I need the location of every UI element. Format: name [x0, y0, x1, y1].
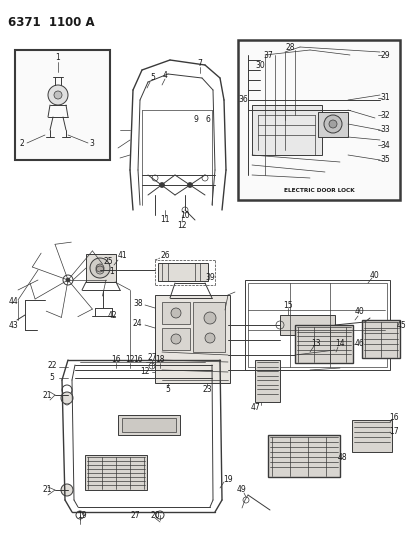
Text: 41: 41	[117, 251, 126, 260]
Text: 47: 47	[250, 403, 260, 413]
Text: 38: 38	[133, 298, 142, 308]
Text: 19: 19	[222, 475, 232, 484]
Text: 18: 18	[155, 356, 164, 365]
Text: 46: 46	[354, 340, 364, 349]
Text: 3: 3	[89, 139, 94, 148]
Text: 26: 26	[160, 251, 169, 260]
Text: 5: 5	[165, 385, 170, 394]
Circle shape	[187, 182, 192, 188]
Text: 24: 24	[132, 319, 142, 327]
Text: 44: 44	[9, 297, 19, 306]
Text: 49: 49	[236, 486, 246, 495]
Text: 23: 23	[202, 385, 211, 394]
Bar	[157, 263, 207, 281]
Bar	[252, 105, 321, 155]
Bar	[118, 415, 180, 435]
Bar	[294, 325, 352, 363]
Bar	[351, 420, 391, 452]
Circle shape	[61, 484, 73, 496]
Text: 16: 16	[133, 356, 142, 365]
Bar	[254, 360, 279, 402]
Text: 30: 30	[254, 61, 264, 70]
Text: 12: 12	[140, 367, 149, 376]
Text: ELECTRIC DOOR LOCK: ELECTRIC DOOR LOCK	[283, 188, 353, 192]
Text: 36: 36	[238, 95, 247, 104]
Text: 28: 28	[285, 44, 294, 52]
Text: 13: 13	[310, 338, 320, 348]
Text: 14: 14	[335, 338, 344, 348]
Bar	[247, 283, 386, 367]
Bar	[86, 254, 116, 282]
Circle shape	[171, 334, 180, 344]
Circle shape	[204, 312, 216, 324]
Text: 9: 9	[193, 116, 198, 125]
Circle shape	[54, 91, 62, 99]
Text: 27: 27	[130, 512, 139, 521]
Text: 43: 43	[9, 320, 19, 329]
Circle shape	[66, 278, 70, 282]
Text: 1: 1	[56, 53, 60, 62]
Text: 17: 17	[388, 427, 398, 437]
Text: 35: 35	[379, 156, 389, 165]
Text: 7: 7	[197, 59, 202, 68]
Text: 15: 15	[283, 301, 292, 310]
Text: 16: 16	[388, 414, 398, 423]
Bar	[237, 40, 399, 200]
Text: 21: 21	[42, 391, 52, 400]
Text: 40: 40	[369, 271, 379, 279]
Text: 40: 40	[354, 308, 364, 317]
Text: 6371  1100 A: 6371 1100 A	[8, 16, 94, 29]
Circle shape	[171, 308, 180, 318]
Text: 45: 45	[396, 321, 406, 330]
Circle shape	[48, 85, 68, 105]
Text: 10: 10	[180, 211, 189, 220]
Text: 1: 1	[109, 268, 114, 277]
Text: 25: 25	[103, 257, 112, 266]
Text: 12: 12	[125, 356, 135, 365]
Circle shape	[323, 115, 341, 133]
Bar	[85, 455, 147, 490]
Bar	[245, 280, 389, 370]
Bar	[361, 320, 399, 358]
Circle shape	[61, 392, 73, 404]
Bar	[155, 295, 229, 383]
Bar	[317, 112, 347, 137]
Circle shape	[204, 333, 214, 343]
Text: 6: 6	[205, 116, 210, 125]
Text: 5: 5	[49, 374, 54, 383]
Bar	[267, 435, 339, 477]
Text: 48: 48	[336, 454, 346, 463]
Text: 20: 20	[150, 511, 160, 520]
Bar	[15, 50, 110, 160]
Circle shape	[159, 182, 164, 188]
Circle shape	[96, 264, 104, 272]
Bar	[122, 418, 175, 432]
Text: 4: 4	[162, 70, 167, 79]
Bar	[162, 302, 189, 324]
Circle shape	[90, 258, 110, 278]
Text: 16: 16	[111, 356, 121, 365]
Text: 19: 19	[77, 511, 87, 520]
Text: 2: 2	[20, 139, 24, 148]
Bar	[279, 315, 334, 335]
Text: 5: 5	[150, 74, 155, 83]
Bar	[162, 328, 189, 350]
Text: 39: 39	[204, 273, 214, 282]
Text: 22: 22	[47, 360, 56, 369]
Bar	[193, 302, 225, 352]
Text: 31: 31	[379, 93, 389, 102]
Text: 27: 27	[147, 352, 156, 361]
Text: 11: 11	[160, 215, 169, 224]
Text: 21: 21	[42, 486, 52, 495]
Text: 29: 29	[379, 51, 389, 60]
Circle shape	[328, 120, 336, 128]
Text: 37: 37	[263, 52, 272, 61]
Text: 33: 33	[379, 125, 389, 134]
Text: 32: 32	[379, 110, 389, 119]
Text: 12: 12	[177, 221, 186, 230]
Text: 42: 42	[107, 311, 117, 319]
Text: 34: 34	[379, 141, 389, 149]
